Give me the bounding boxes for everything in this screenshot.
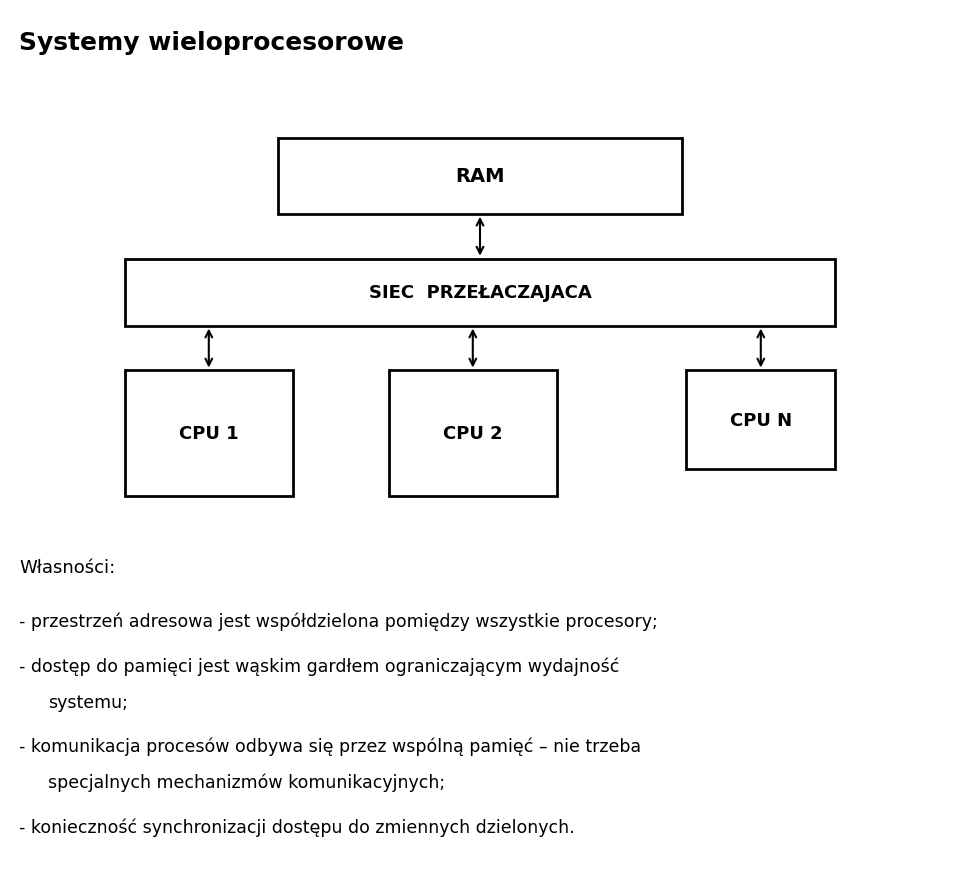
Text: CPU 1: CPU 1 [179, 425, 239, 443]
Text: - dostęp do pamięci jest wąskim gardłem ograniczającym wydajność: - dostęp do pamięci jest wąskim gardłem … [19, 656, 619, 675]
Bar [125, 259, 835, 326]
Text: Własności:: Własności: [19, 559, 115, 577]
Text: - komunikacja procesów odbywa się przez wspólną pamięć – nie trzeba: - komunikacja procesów odbywa się przez … [19, 737, 641, 755]
Text: specjalnych mechanizmów komunikacyjnych;: specjalnych mechanizmów komunikacyjnych; [48, 772, 445, 791]
Bar [686, 371, 835, 469]
Bar [278, 139, 682, 215]
Text: CPU 2: CPU 2 [443, 425, 503, 443]
Text: RAM: RAM [455, 167, 505, 186]
Text: CPU N: CPU N [730, 411, 792, 429]
Text: systemu;: systemu; [48, 693, 128, 711]
Text: SIEC  PRZEŁACZAJACA: SIEC PRZEŁACZAJACA [369, 283, 591, 302]
Bar [125, 371, 293, 496]
Text: - konieczność synchronizacji dostępu do zmiennych dzielonych.: - konieczność synchronizacji dostępu do … [19, 817, 575, 836]
Text: Systemy wieloprocesorowe: Systemy wieloprocesorowe [19, 31, 404, 55]
Bar [389, 371, 557, 496]
Text: - przestrzeń adresowa jest współdzielona pomiędzy wszystkie procesory;: - przestrzeń adresowa jest współdzielona… [19, 611, 658, 630]
